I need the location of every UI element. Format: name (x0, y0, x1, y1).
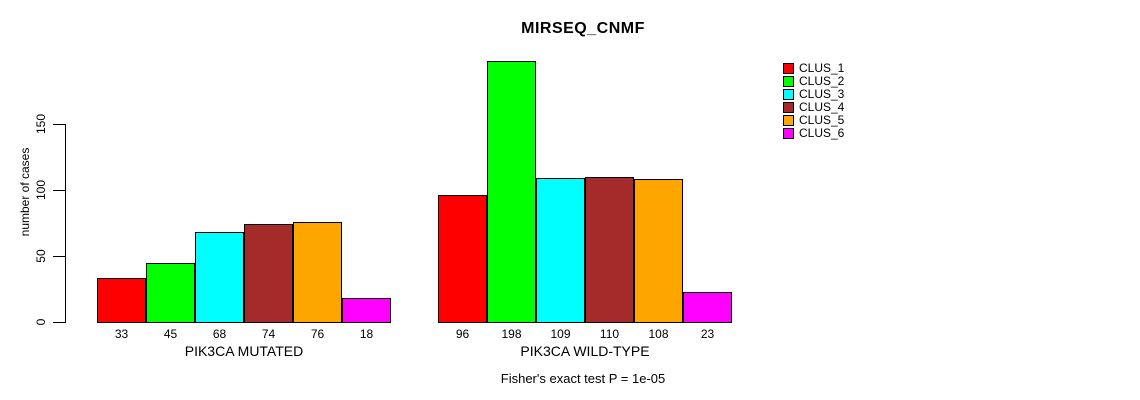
y-axis-tick-label: 0 (34, 318, 48, 326)
y-axis-tick (53, 256, 65, 257)
bar-clus_3 (195, 232, 244, 323)
bar-clus_4 (585, 177, 634, 323)
bar-value-label: 96 (455, 327, 470, 341)
bar-value-label: 74 (261, 327, 276, 341)
bar-value-label: 198 (501, 327, 522, 341)
legend-item-label: CLUS_2 (799, 74, 845, 88)
legend-swatch-icon (783, 102, 794, 113)
y-axis-label: number of cases (18, 147, 32, 237)
legend-swatch-icon (783, 89, 794, 100)
bar-clus_2 (146, 263, 195, 323)
fisher-test-annotation: Fisher's exact test P = 1e-05 (500, 371, 666, 386)
y-axis-line (65, 124, 66, 323)
bar-value-label: 68 (212, 327, 227, 341)
bar-clus_4 (244, 224, 293, 323)
legend-item-label: CLUS_1 (799, 61, 845, 75)
legend-swatch-icon (783, 63, 794, 74)
y-axis-tick (53, 124, 65, 125)
bar-clus_1 (97, 278, 146, 323)
y-axis-tick-label: 100 (34, 179, 48, 201)
bar-value-label: 109 (550, 327, 571, 341)
bar-clus_1 (438, 195, 487, 323)
bar-value-label: 108 (648, 327, 669, 341)
legend-item-clus_4: CLUS_4 (783, 101, 844, 114)
bar-clus_3 (536, 178, 585, 323)
bar-value-label: 110 (599, 327, 620, 341)
legend-item-clus_6: CLUS_6 (783, 127, 844, 140)
y-axis-tick-label: 50 (34, 249, 48, 263)
y-axis-tick-label: 150 (34, 113, 48, 135)
bar-value-label: 23 (700, 327, 715, 341)
bar-clus_6 (683, 292, 732, 323)
legend-item-label: CLUS_3 (799, 87, 845, 101)
bar-clus_2 (487, 61, 536, 323)
legend-item-label: CLUS_5 (799, 113, 845, 127)
group-label: PIK3CA MUTATED (184, 343, 304, 359)
bar-value-label: 18 (359, 327, 374, 341)
group-label: PIK3CA WILD-TYPE (520, 343, 650, 359)
legend-item-label: CLUS_4 (799, 100, 845, 114)
bar-clus_5 (634, 179, 683, 323)
legend-item-clus_2: CLUS_2 (783, 75, 844, 88)
legend-item-label: CLUS_6 (799, 126, 845, 140)
y-axis-tick (53, 322, 65, 323)
chart-title: MIRSEQ_CNMF (521, 20, 645, 37)
bar-value-label: 45 (163, 327, 178, 341)
bar-value-label: 33 (114, 327, 129, 341)
bar-clus_6 (342, 298, 391, 323)
legend-swatch-icon (783, 115, 794, 126)
legend-item-clus_5: CLUS_5 (783, 114, 844, 127)
bar-value-label: 76 (310, 327, 325, 341)
legend-item-clus_3: CLUS_3 (783, 88, 844, 101)
y-axis-tick (53, 190, 65, 191)
bar-clus_5 (293, 222, 342, 323)
legend-swatch-icon (783, 76, 794, 87)
legend: CLUS_1 CLUS_2 CLUS_3 CLUS_4 CLUS_5 CLUS_6 (783, 62, 844, 140)
legend-swatch-icon (783, 128, 794, 139)
legend-item-clus_1: CLUS_1 (783, 62, 844, 75)
